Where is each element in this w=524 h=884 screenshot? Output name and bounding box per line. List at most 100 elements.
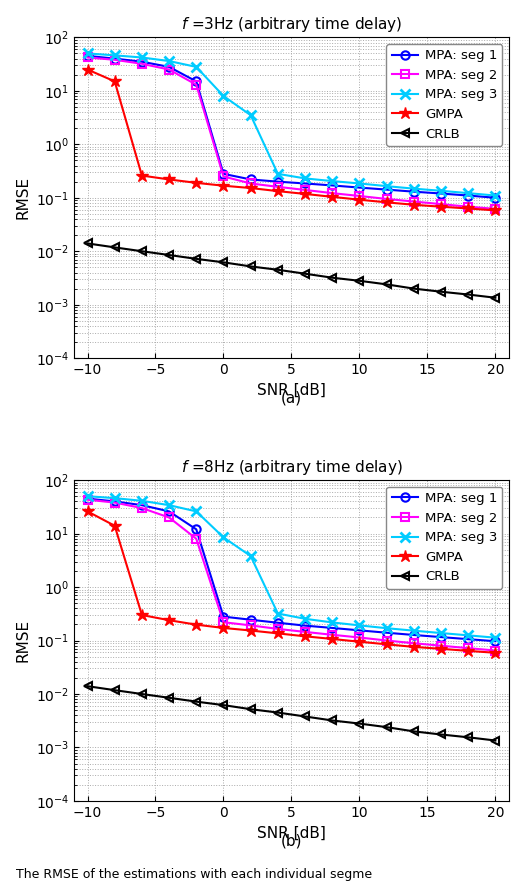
Line: MPA: seg 3: MPA: seg 3 [83,49,500,201]
MPA: seg 2: (6, 0.14): seg 2: (6, 0.14) [302,185,308,195]
CRLB [356,276,363,286]
Line: GMPA: GMPA [81,505,501,659]
MPA: seg 1: (0, 0.28): seg 1: (0, 0.28) [220,169,226,179]
MPA: seg 3: (10, 0.185): seg 3: (10, 0.185) [356,179,363,189]
CRLB [220,700,226,711]
MPA: seg 1: (6, 0.19): seg 1: (6, 0.19) [302,621,308,631]
GMPA [329,634,335,644]
MPA: seg 1: (2, 0.22): seg 1: (2, 0.22) [247,174,254,185]
MPA: seg 1: (-6, 34): seg 1: (-6, 34) [139,499,145,510]
MPA: seg 3: (12, 0.17): seg 3: (12, 0.17) [384,623,390,634]
CRLB [247,261,254,271]
MPA: seg 1: (14, 0.127): seg 1: (14, 0.127) [411,629,417,640]
MPA: seg 1: (-2, 15): seg 1: (-2, 15) [193,76,200,87]
GMPA [139,610,145,621]
MPA: seg 1: (16, 0.116): seg 1: (16, 0.116) [438,632,444,643]
CRLB [193,697,200,707]
MPA: seg 2: (16, 0.08): seg 2: (16, 0.08) [438,640,444,651]
MPA: seg 3: (8, 0.218): seg 3: (8, 0.218) [329,617,335,628]
Line: CRLB: CRLB [83,682,499,744]
CRLB [465,289,472,300]
MPA: seg 2: (-6, 30): seg 2: (-6, 30) [139,503,145,514]
MPA: seg 2: (0, 0.22): seg 2: (0, 0.22) [220,617,226,628]
GMPA [384,639,390,650]
MPA: seg 1: (2, 0.245): seg 1: (2, 0.245) [247,614,254,625]
CRLB [139,246,145,256]
MPA: seg 1: (12, 0.14): seg 1: (12, 0.14) [384,628,390,638]
MPA: seg 2: (2, 0.192): seg 2: (2, 0.192) [247,620,254,630]
MPA: seg 1: (20, 0.097): seg 1: (20, 0.097) [492,636,498,646]
GMPA [84,65,91,75]
MPA: seg 3: (0, 8.5): seg 3: (0, 8.5) [220,532,226,543]
GMPA [247,183,254,194]
MPA: seg 2: (8, 0.122): seg 2: (8, 0.122) [329,187,335,198]
MPA: seg 3: (4, 0.32): seg 3: (4, 0.32) [275,608,281,619]
MPA: seg 2: (8, 0.128): seg 2: (8, 0.128) [329,629,335,640]
GMPA [411,200,417,210]
MPA: seg 1: (-4, 26): seg 1: (-4, 26) [166,506,172,516]
MPA: seg 3: (-2, 28): seg 3: (-2, 28) [193,62,200,72]
X-axis label: SNR [dB]: SNR [dB] [257,826,326,841]
MPA: seg 2: (14, 0.085): seg 2: (14, 0.085) [411,196,417,207]
MPA: seg 3: (6, 0.255): seg 3: (6, 0.255) [302,613,308,624]
MPA: seg 2: (6, 0.145): seg 2: (6, 0.145) [302,627,308,637]
MPA: seg 3: (2, 3.8): seg 3: (2, 3.8) [247,551,254,561]
GMPA [275,186,281,196]
MPA: seg 2: (20, 0.062): seg 2: (20, 0.062) [492,203,498,214]
GMPA [492,647,498,658]
MPA: seg 2: (-8, 38): seg 2: (-8, 38) [112,498,118,508]
Line: CRLB: CRLB [83,240,499,302]
CRLB [492,735,498,746]
CRLB [84,238,91,248]
MPA: seg 2: (-6, 32): seg 2: (-6, 32) [139,58,145,69]
GMPA [166,615,172,626]
MPA: seg 1: (20, 0.1): seg 1: (20, 0.1) [492,193,498,203]
Y-axis label: RMSE: RMSE [15,619,30,662]
GMPA [220,180,226,191]
CRLB [384,722,390,733]
CRLB [492,293,498,303]
MPA: seg 2: (0, 0.25): seg 2: (0, 0.25) [220,171,226,182]
MPA: seg 1: (-2, 12): seg 1: (-2, 12) [193,524,200,535]
MPA: seg 3: (-6, 41): seg 3: (-6, 41) [139,496,145,507]
MPA: seg 2: (4, 0.165): seg 2: (4, 0.165) [275,623,281,634]
CRLB [139,689,145,699]
MPA: seg 3: (20, 0.11): seg 3: (20, 0.11) [492,190,498,201]
CRLB [220,257,226,268]
MPA: seg 2: (10, 0.114): seg 2: (10, 0.114) [356,632,363,643]
MPA: seg 3: (6, 0.23): seg 3: (6, 0.23) [302,173,308,184]
MPA: seg 1: (16, 0.12): seg 1: (16, 0.12) [438,188,444,199]
CRLB [329,715,335,726]
MPA: seg 2: (16, 0.076): seg 2: (16, 0.076) [438,199,444,210]
MPA: seg 1: (-4, 28): seg 1: (-4, 28) [166,62,172,72]
CRLB [275,264,281,275]
MPA: seg 1: (18, 0.106): seg 1: (18, 0.106) [465,634,472,644]
Y-axis label: RMSE: RMSE [15,176,30,219]
MPA: seg 3: (12, 0.165): seg 3: (12, 0.165) [384,181,390,192]
GMPA [275,629,281,639]
MPA: seg 2: (-2, 13): seg 2: (-2, 13) [193,80,200,90]
CRLB [112,685,118,696]
GMPA [329,192,335,202]
CRLB [84,681,91,691]
MPA: seg 3: (-2, 26): seg 3: (-2, 26) [193,506,200,516]
MPA: seg 1: (10, 0.155): seg 1: (10, 0.155) [356,182,363,193]
MPA: seg 1: (4, 0.215): seg 1: (4, 0.215) [275,617,281,628]
CRLB [438,729,444,740]
MPA: seg 1: (0, 0.28): seg 1: (0, 0.28) [220,612,226,622]
MPA: seg 3: (16, 0.135): seg 3: (16, 0.135) [438,186,444,196]
MPA: seg 3: (2, 3.5): seg 3: (2, 3.5) [247,110,254,120]
GMPA [356,636,363,647]
MPA: seg 1: (6, 0.185): seg 1: (6, 0.185) [302,179,308,189]
MPA: seg 3: (0, 8): seg 3: (0, 8) [220,91,226,102]
GMPA [492,205,498,216]
Line: MPA: seg 2: MPA: seg 2 [83,496,499,655]
MPA: seg 3: (10, 0.192): seg 3: (10, 0.192) [356,620,363,630]
MPA: seg 3: (16, 0.138): seg 3: (16, 0.138) [438,628,444,638]
MPA: seg 3: (20, 0.113): seg 3: (20, 0.113) [492,632,498,643]
MPA: seg 3: (8, 0.205): seg 3: (8, 0.205) [329,176,335,187]
GMPA [356,194,363,205]
CRLB [193,254,200,264]
MPA: seg 2: (12, 0.1): seg 2: (12, 0.1) [384,636,390,646]
GMPA [465,645,472,656]
